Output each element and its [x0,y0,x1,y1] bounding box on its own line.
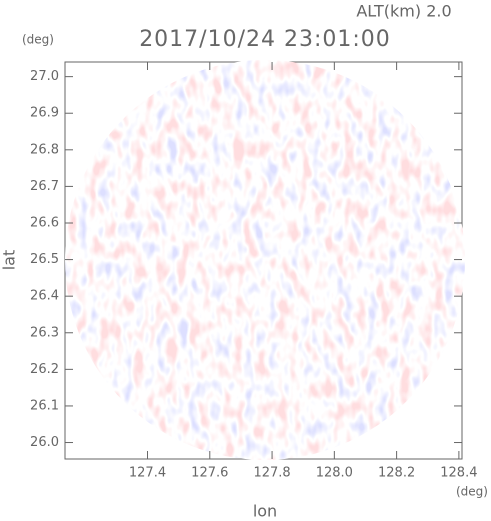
y-tick-label: 26.1 [30,398,59,413]
y-tick-label: 26.4 [30,289,59,304]
y-tick-label: 26.7 [30,179,59,194]
y-tick-label: 26.2 [30,362,59,377]
y-tick-label: 26.9 [30,106,59,121]
y-axis-label: lat [0,250,19,271]
chart-title: 2017/10/24 23:01:00 [139,27,391,52]
y-tick-label: 27.0 [30,69,59,84]
x-tick-label: 128.0 [316,466,353,481]
x-unit: (deg) [456,485,488,499]
x-axis-label: lon [253,502,277,521]
y-tick-label: 26.5 [30,252,59,267]
x-tick-label: 128.4 [440,466,477,481]
x-tick-label: 127.8 [253,466,290,481]
x-tick-label: 127.4 [129,466,166,481]
x-tick-label: 127.6 [191,466,228,481]
y-tick-label: 26.3 [30,325,59,340]
y-tick-label: 26.6 [30,215,59,230]
axes: 127.4 127.6 127.8 128.0 128.2 128.4 26.0 26.1 26… [30,62,477,481]
y-unit: (deg) [22,33,54,47]
altitude-label: ALT(km) 2.0 [356,2,451,21]
radar-field [65,60,465,460]
y-tick-label: 26.8 [30,142,59,157]
y-tick-label: 26.0 [30,435,59,450]
x-tick-label: 128.2 [378,466,415,481]
